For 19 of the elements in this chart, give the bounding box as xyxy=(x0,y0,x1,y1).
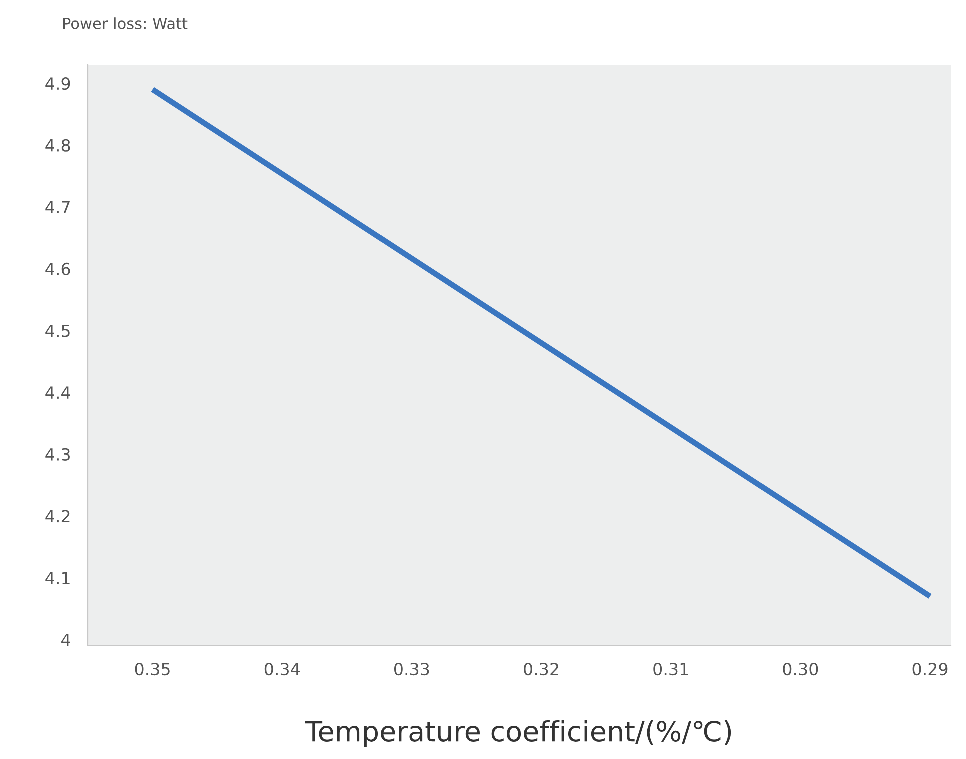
x-tick-label: 0.33 xyxy=(394,662,430,676)
x-tick-label: 0.34 xyxy=(264,662,300,676)
y-tick-label: 4.7 xyxy=(46,201,70,214)
x-tick-label: 0.35 xyxy=(135,662,170,676)
y-tick-label: 4.6 xyxy=(46,262,70,276)
x-axis-title: Temperature coefficient/(%/℃) xyxy=(305,720,732,748)
y-axis-title: Power loss: Watt xyxy=(64,18,188,30)
x-tick-label: 0.30 xyxy=(783,662,818,676)
y-tick-label: 4.8 xyxy=(46,139,70,152)
y-tick-label: 4 xyxy=(62,634,70,646)
y-tick-label: 4.4 xyxy=(46,386,70,399)
x-tick-label: 0.29 xyxy=(912,662,948,676)
x-tick-label: 0.31 xyxy=(654,662,688,676)
y-tick-label: 4.3 xyxy=(46,448,70,461)
x-tick-label: 0.32 xyxy=(524,662,558,676)
y-tick-label: 4.9 xyxy=(46,78,70,90)
y-tick-label: 4.1 xyxy=(46,572,70,584)
y-tick-label: 4.2 xyxy=(46,510,70,523)
y-tick-label: 4.5 xyxy=(46,324,70,338)
